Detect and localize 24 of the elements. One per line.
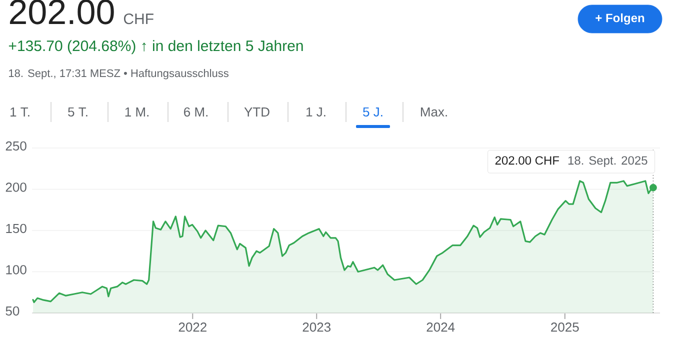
text: 1 T. <box>10 108 30 116</box>
y-tick-label: 150 <box>6 224 26 234</box>
text: 1 J. <box>306 107 326 117</box>
y-tick-label: 50 <box>6 306 20 316</box>
x-tick-label: 2024 <box>426 322 455 332</box>
annotation: 202.00 CHF <box>495 156 560 165</box>
x-tick-label: 2022 <box>178 322 206 332</box>
text: Max. <box>420 107 447 117</box>
y-tick-label: 200 <box>6 182 26 192</box>
text: + Folgen <box>596 13 644 25</box>
text: CHF <box>124 14 154 24</box>
text: YTD <box>244 108 270 116</box>
x-tick-label: 2025 <box>551 322 579 332</box>
text: 6 M. <box>184 107 208 117</box>
text: 1 M. <box>125 108 148 116</box>
annotation: 18. Sept. 2025 <box>568 156 648 168</box>
text: 18. Sept., 17:31 MESZ • Haftungsausschluss <box>9 69 228 80</box>
chart-title: 202.00 <box>10 0 114 24</box>
y-tick-label: 100 <box>6 265 26 274</box>
text: 5 T. <box>68 107 88 117</box>
y-tick-label: 250 <box>6 141 26 151</box>
x-tick-label: 2023 <box>302 322 331 332</box>
chart-subtitle: +135.70 (204.68%) ↑ in den letzten 5 Jahren <box>8 40 303 54</box>
text: 5 J. <box>363 107 382 117</box>
